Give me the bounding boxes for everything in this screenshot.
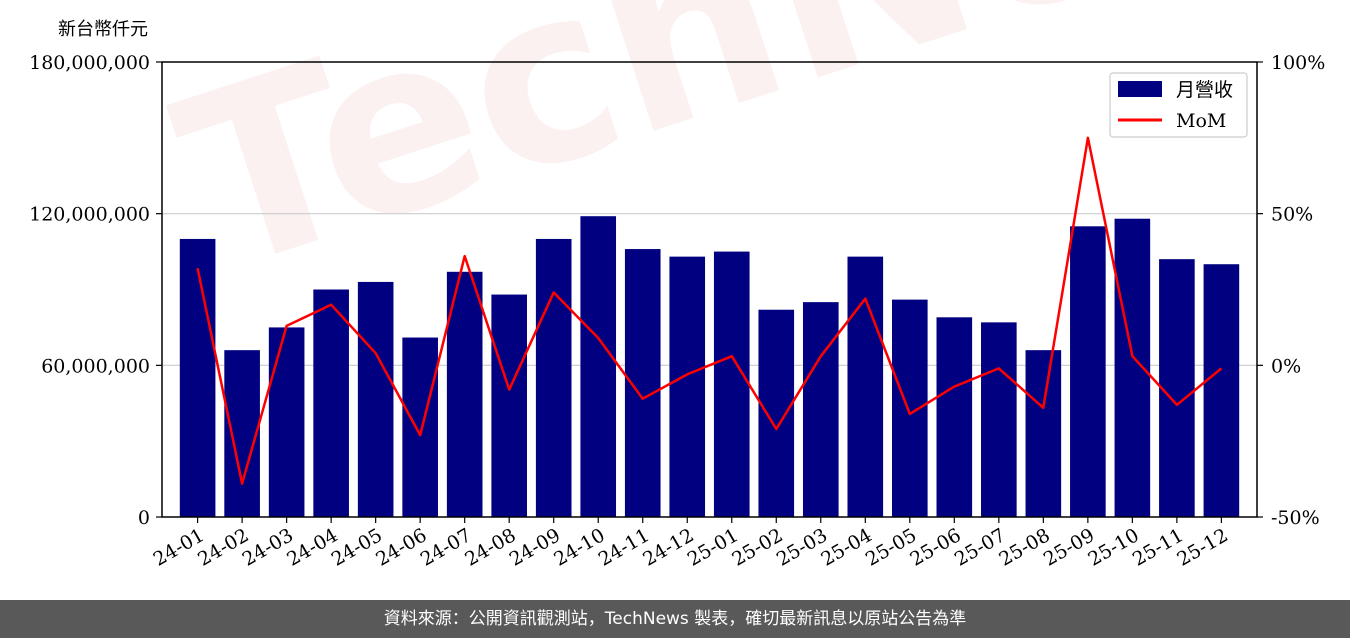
bar bbox=[402, 337, 438, 517]
y-right-tick-label: -50% bbox=[1271, 507, 1320, 529]
plot-frame bbox=[161, 61, 1258, 518]
bar bbox=[669, 256, 706, 517]
mom-line bbox=[196, 136, 1223, 485]
x-tick-label: 24-05 bbox=[328, 524, 386, 570]
x-tick-label: 24-02 bbox=[194, 524, 252, 570]
bar bbox=[446, 271, 483, 517]
y-right-tick-label: 0% bbox=[1271, 355, 1301, 377]
y-left-tick-label: 0 bbox=[138, 507, 150, 529]
bar bbox=[802, 302, 839, 517]
bar bbox=[1114, 218, 1151, 517]
legend-label-revenue: 月營收 bbox=[1176, 79, 1233, 101]
y-right-tick-label: 100% bbox=[1271, 52, 1325, 74]
bar bbox=[491, 294, 527, 517]
bar bbox=[758, 309, 795, 517]
bar bbox=[847, 256, 884, 517]
x-tick-label: 25-05 bbox=[862, 524, 920, 570]
bar bbox=[179, 238, 216, 517]
x-tick-label: 25-01 bbox=[684, 524, 742, 570]
x-tick-label: 25-10 bbox=[1084, 524, 1142, 570]
bar bbox=[1159, 259, 1195, 517]
x-tick-label: 24-04 bbox=[283, 524, 341, 570]
x-tick-label: 25-08 bbox=[995, 524, 1053, 570]
y-left-tick-label: 180,000,000 bbox=[29, 52, 150, 74]
y-left-tick-label: 120,000,000 bbox=[29, 204, 150, 226]
x-tick-label: 24-10 bbox=[550, 524, 608, 570]
x-tick-label: 25-09 bbox=[1040, 524, 1098, 570]
x-tick-label: 24-01 bbox=[150, 524, 208, 570]
bar bbox=[268, 327, 305, 517]
bar bbox=[892, 299, 928, 517]
y-left-tick-label: 60,000,000 bbox=[41, 355, 150, 377]
x-tick-label: 25-04 bbox=[817, 524, 875, 570]
legend-bar-swatch bbox=[1118, 81, 1162, 97]
x-tick-label: 24-11 bbox=[595, 524, 653, 570]
bar bbox=[535, 238, 572, 517]
x-tick-label: 25-07 bbox=[951, 524, 1009, 570]
x-tick-label: 24-07 bbox=[417, 524, 475, 570]
x-tick-label: 25-02 bbox=[728, 524, 786, 570]
y-right-tick-label: 50% bbox=[1271, 204, 1313, 226]
x-tick-label: 24-06 bbox=[372, 524, 430, 570]
x-tick-label: 25-03 bbox=[773, 524, 831, 570]
bar bbox=[1203, 264, 1240, 517]
x-tick-label: 24-03 bbox=[239, 524, 297, 570]
x-tick-label: 25-11 bbox=[1129, 524, 1187, 570]
bar bbox=[357, 281, 394, 517]
x-tick-label: 24-09 bbox=[506, 524, 564, 570]
y-axis-unit-label: 新台幣仟元 bbox=[58, 19, 148, 40]
x-tick-label: 25-12 bbox=[1173, 524, 1231, 570]
x-tick-label: 25-06 bbox=[906, 524, 964, 570]
legend-label-mom: MoM bbox=[1176, 110, 1226, 132]
bar bbox=[713, 251, 750, 518]
bar bbox=[1025, 350, 1062, 517]
x-tick-label: 24-08 bbox=[461, 524, 519, 570]
bar bbox=[224, 350, 260, 517]
x-tick-label: 24-12 bbox=[639, 524, 697, 570]
bar bbox=[936, 317, 973, 517]
bar bbox=[1070, 226, 1106, 518]
source-footer: 資料來源：公開資訊觀測站，TechNews 製表，確切最新訊息以原站公告為準 bbox=[0, 600, 1350, 638]
bar bbox=[580, 216, 617, 517]
revenue-chart: 0 60,000,000 120,000,000 180,000,000 -50% 0% 5… bbox=[29, 52, 1325, 571]
bar bbox=[313, 289, 349, 517]
bar bbox=[981, 322, 1017, 517]
